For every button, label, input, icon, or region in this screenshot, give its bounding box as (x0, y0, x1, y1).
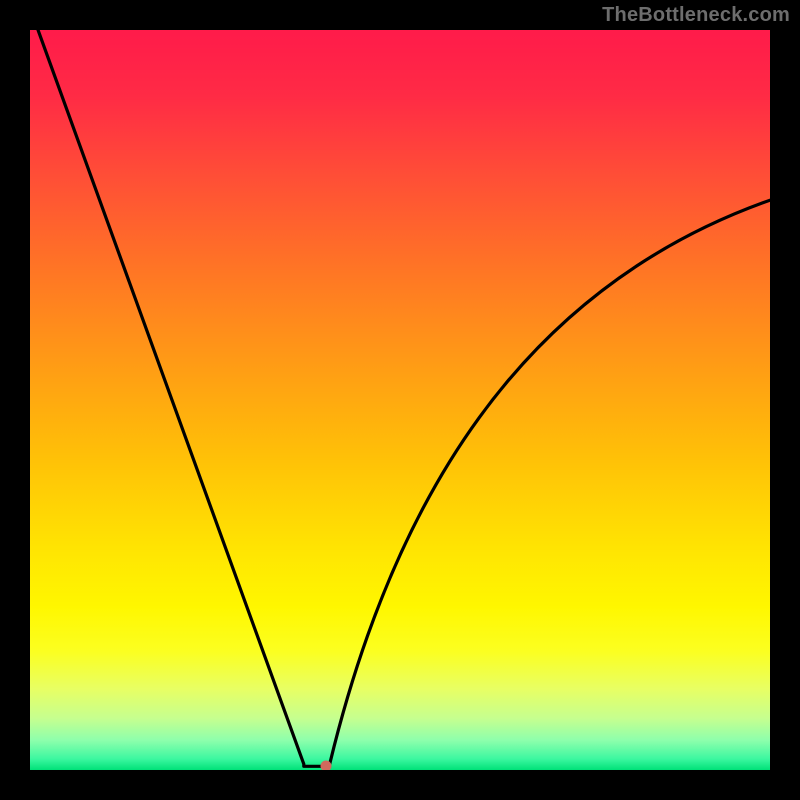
plot-area (30, 30, 770, 770)
optimum-marker (321, 760, 332, 770)
attribution-watermark: TheBottleneck.com (602, 4, 790, 27)
curve-layer (30, 30, 770, 770)
chart-stage: { "attribution": { "text": "TheBottlenec… (0, 0, 800, 800)
bottleneck-curve (30, 30, 770, 766)
